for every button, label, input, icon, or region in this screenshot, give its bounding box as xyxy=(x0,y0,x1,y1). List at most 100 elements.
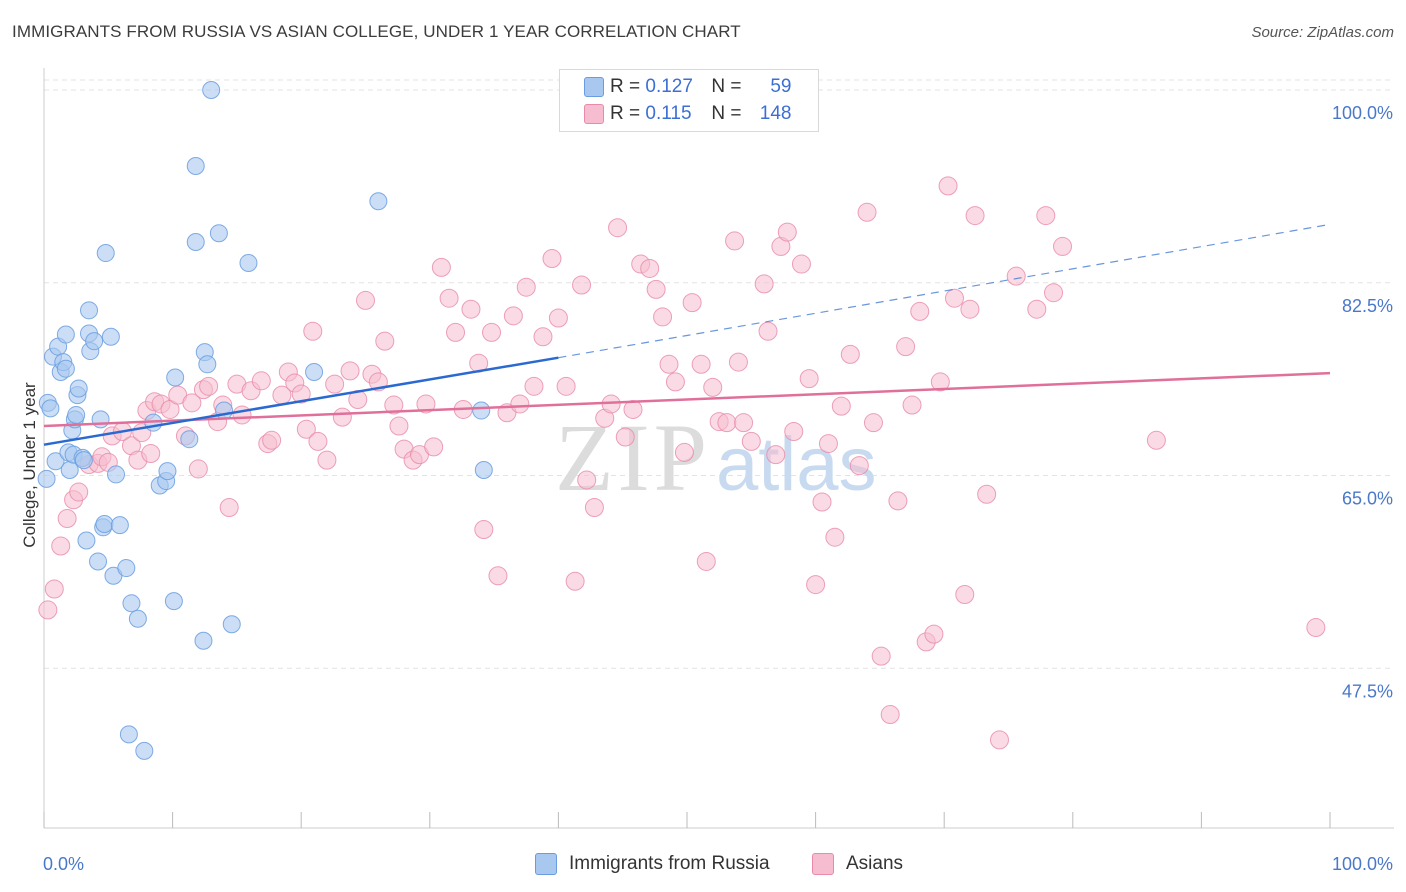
russia-point xyxy=(166,368,185,387)
asians-point xyxy=(799,369,819,389)
asians-point xyxy=(653,307,673,327)
asians-point xyxy=(902,395,922,415)
russia-point xyxy=(117,559,136,578)
watermark: ZIP atlas xyxy=(555,404,877,511)
russia-point xyxy=(80,301,99,320)
asians-point xyxy=(888,491,908,511)
asians-point xyxy=(766,445,786,465)
source-credit: Source: ZipAtlas.com xyxy=(1251,24,1394,41)
asians-point xyxy=(871,646,891,666)
asians-point xyxy=(965,206,985,226)
russia-point xyxy=(89,552,108,571)
asians-point xyxy=(924,624,944,644)
asians-point xyxy=(188,459,208,479)
asians-point xyxy=(474,520,494,540)
asians-point xyxy=(375,331,395,351)
asians-point xyxy=(849,456,869,476)
asians-point xyxy=(910,301,930,321)
trend-lines xyxy=(43,223,1331,446)
asians-point xyxy=(608,218,628,238)
russia-point xyxy=(369,192,388,211)
russia-point xyxy=(305,363,324,381)
russia-point xyxy=(95,515,114,533)
russia-point xyxy=(67,405,86,424)
russia-point xyxy=(56,325,75,344)
asians-point xyxy=(1036,206,1056,226)
russia-point xyxy=(110,516,129,535)
asians-points xyxy=(38,176,1326,750)
asians-point xyxy=(703,377,723,397)
asians-point xyxy=(1053,236,1073,256)
asians-point xyxy=(384,395,404,415)
asians-point xyxy=(296,419,316,439)
russia-point xyxy=(128,609,147,628)
asians-point xyxy=(232,405,252,425)
asians-point xyxy=(431,257,451,277)
russia-point xyxy=(135,741,154,760)
bottom-legend-label-russia: Immigrants from Russia xyxy=(569,853,770,874)
asians-point xyxy=(831,396,851,416)
asians-point xyxy=(57,508,77,528)
asians-point xyxy=(758,321,778,341)
legend-row-asians: R = 0.115 N = 148 xyxy=(584,102,792,126)
asians-point xyxy=(717,413,737,433)
asians-point xyxy=(488,566,508,586)
asians-point xyxy=(577,470,597,490)
y-tick-label: 82.5% xyxy=(1342,296,1393,316)
asians-point xyxy=(51,536,71,556)
asians-point xyxy=(863,413,883,433)
russia-point xyxy=(202,81,221,100)
russia-trend-line xyxy=(43,356,559,446)
asians-point xyxy=(524,376,544,396)
asians-point xyxy=(728,352,748,372)
russia-point xyxy=(41,399,60,418)
russia-point xyxy=(56,359,75,378)
asians-point xyxy=(812,492,832,512)
asians-trend-line xyxy=(43,371,1331,428)
legend-r-label: R = xyxy=(610,103,641,124)
asians-point xyxy=(977,484,997,504)
asians-point xyxy=(960,299,980,319)
russia-point xyxy=(472,401,491,420)
asians-point xyxy=(791,254,811,274)
asians-point xyxy=(734,413,754,433)
russia-point xyxy=(96,244,115,263)
x-tick-label: 100.0% xyxy=(1332,854,1393,874)
bottom-legend-swatch-asians xyxy=(812,853,834,875)
bottom-legend-asians: Asians xyxy=(812,852,903,876)
asians-point xyxy=(542,249,562,269)
asians-point xyxy=(1006,266,1026,286)
legend-n-value: 59 xyxy=(770,76,792,97)
russia-point xyxy=(60,461,79,480)
legend-r-value: 0.127 xyxy=(645,76,693,97)
asians-point xyxy=(930,372,950,392)
asians-point xyxy=(572,275,592,295)
asians-point xyxy=(325,374,345,394)
asians-point xyxy=(389,416,409,436)
asians-point xyxy=(356,290,375,310)
russia-point xyxy=(186,233,205,252)
x-tick-label: 0.0% xyxy=(43,854,84,874)
russia-point xyxy=(46,452,65,471)
asians-point xyxy=(944,288,964,308)
asians-point xyxy=(615,427,635,447)
asians-point xyxy=(199,376,219,396)
legend-row-russia: R = 0.127 N = 59 xyxy=(584,75,792,99)
russia-point xyxy=(91,410,110,429)
asians-point xyxy=(896,337,916,357)
asians-point xyxy=(439,288,459,308)
bottom-legend-russia: Immigrants from Russia xyxy=(535,852,770,876)
asians-point xyxy=(659,354,679,374)
asians-point xyxy=(806,575,826,595)
chart-title: IMMIGRANTS FROM RUSSIA VS ASIAN COLLEGE,… xyxy=(12,22,741,41)
russia-point xyxy=(194,631,213,650)
asians-point xyxy=(416,394,436,414)
y-tick-label: 100.0% xyxy=(1332,103,1393,123)
asians-point xyxy=(141,444,161,464)
russia-point xyxy=(69,379,88,398)
asians-point xyxy=(938,176,958,196)
asians-point xyxy=(516,277,536,297)
asians-point xyxy=(503,306,523,326)
asians-point xyxy=(219,497,239,517)
russia-point xyxy=(222,615,241,634)
